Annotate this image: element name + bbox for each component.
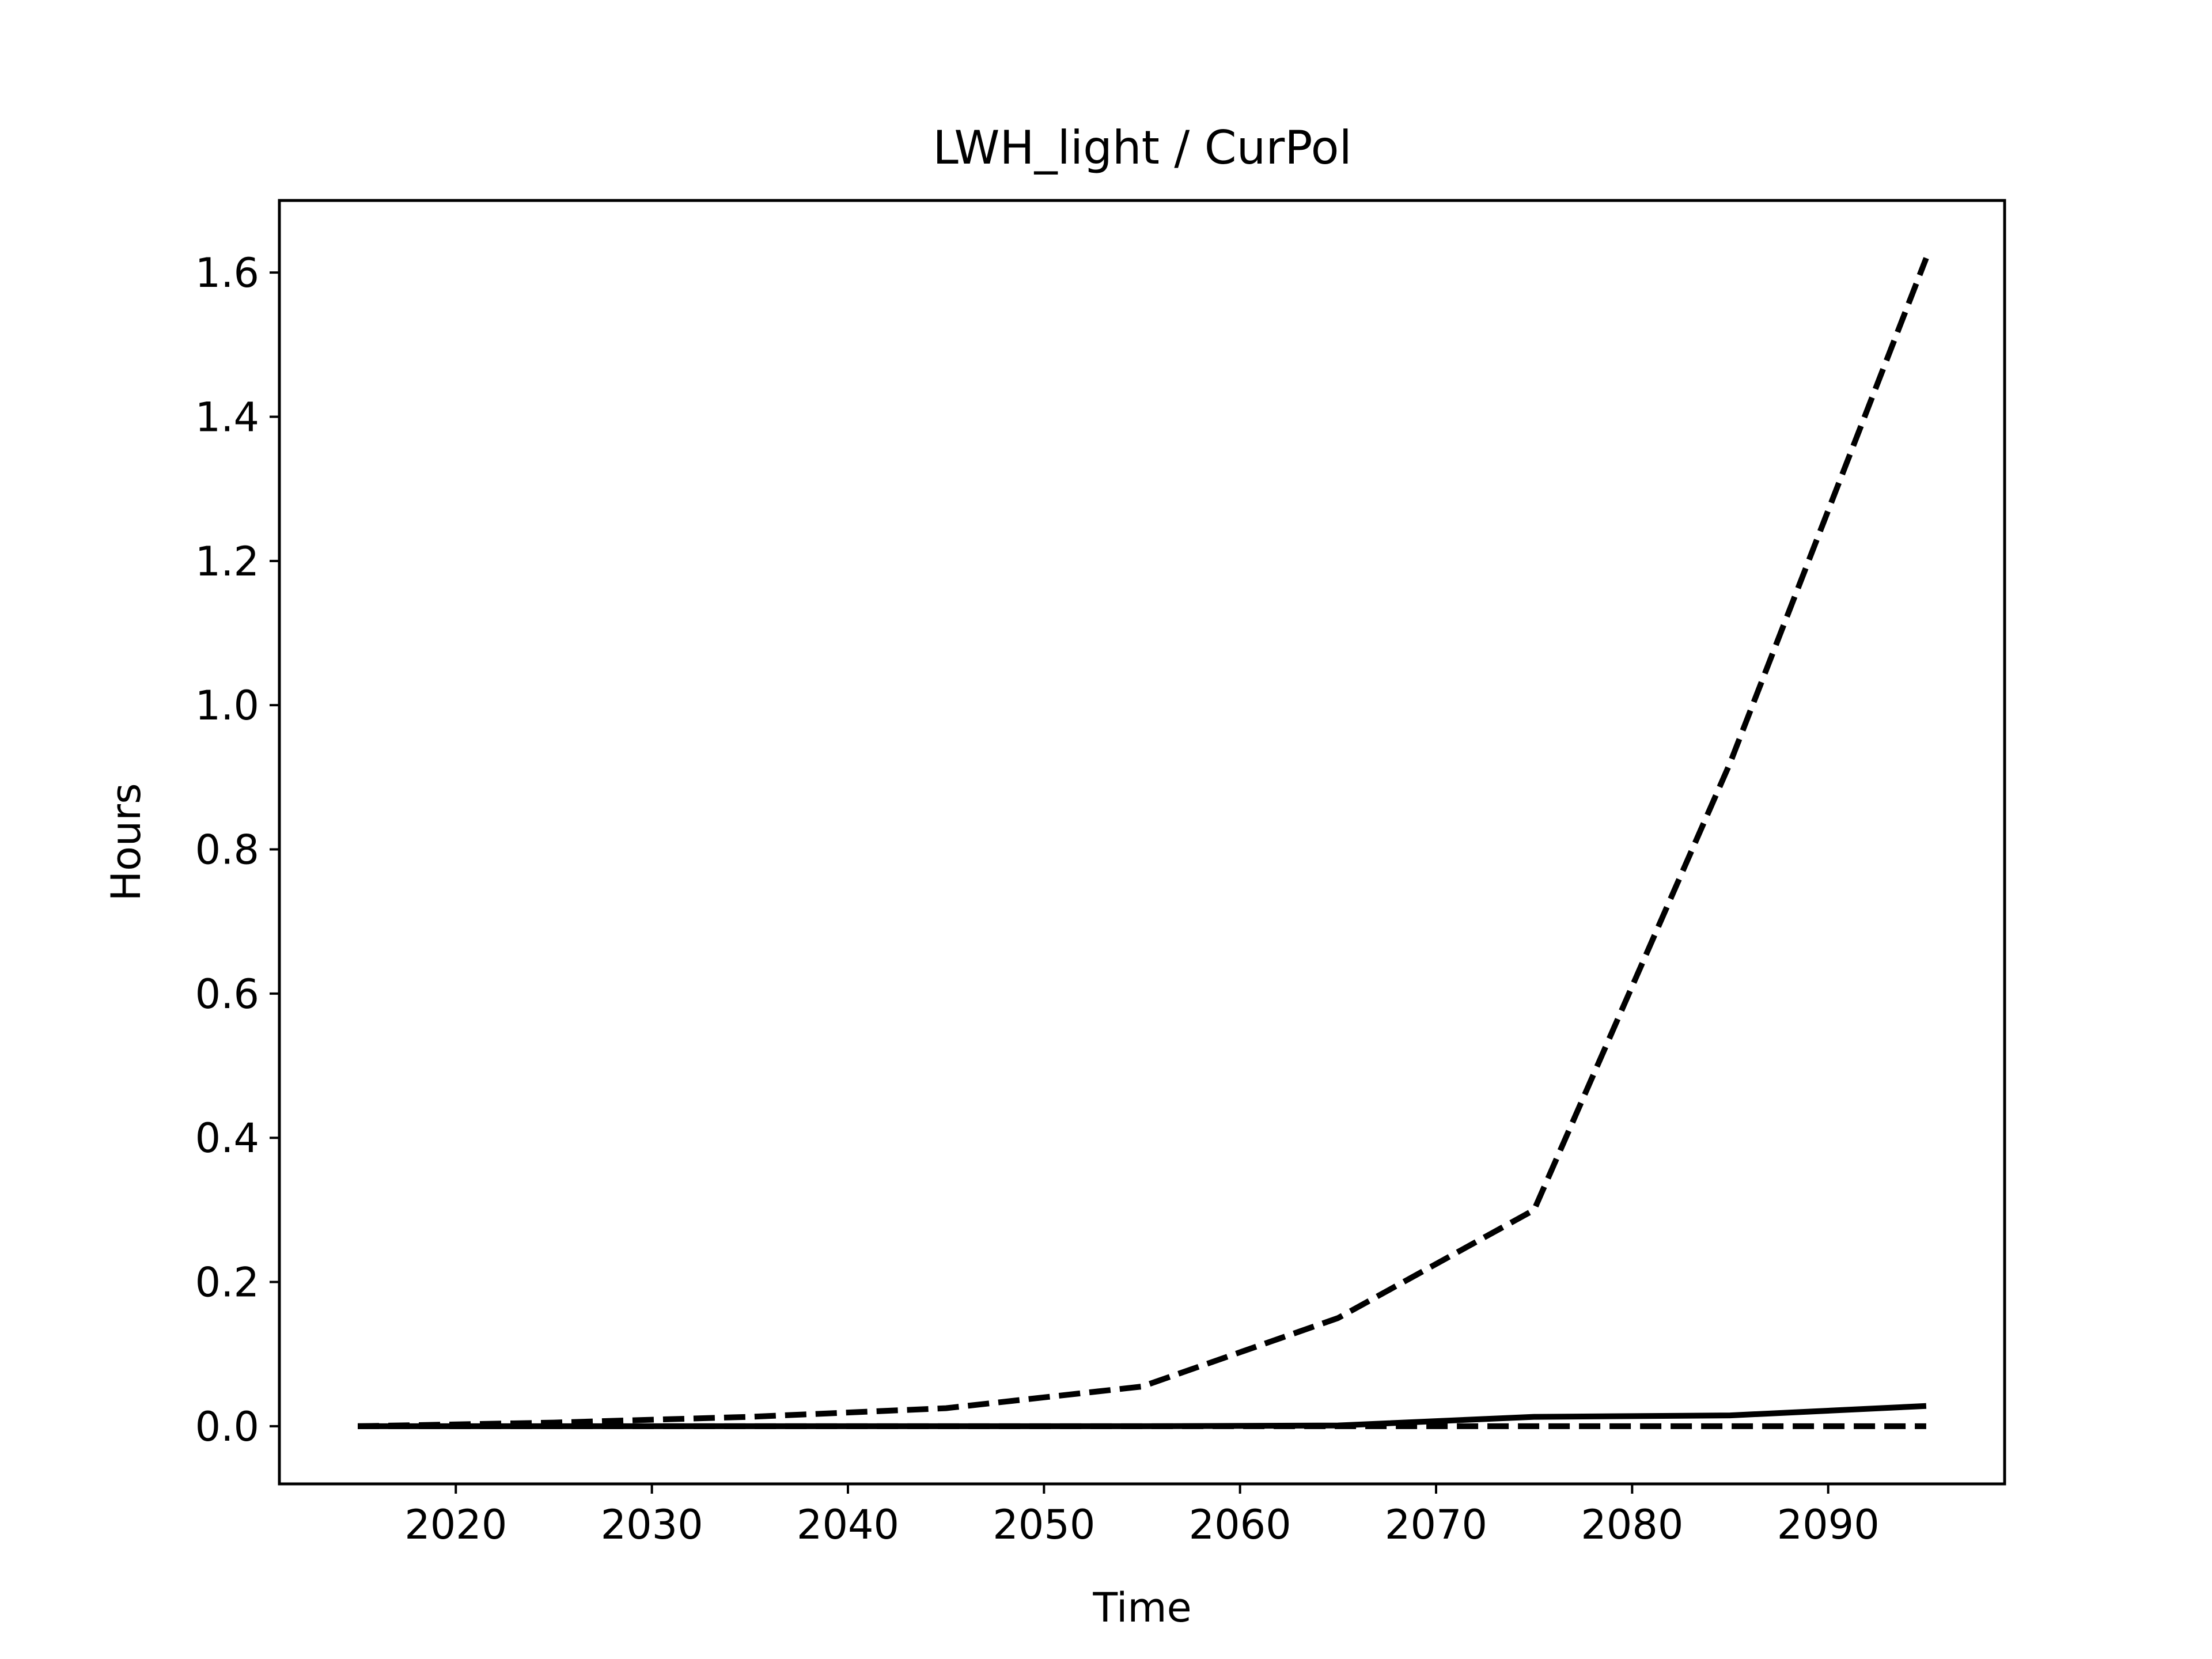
y-tick-label: 1.6 bbox=[195, 249, 259, 297]
y-tick-label: 0.2 bbox=[195, 1259, 259, 1306]
y-tick-label: 1.2 bbox=[195, 538, 259, 585]
x-tick-label: 2030 bbox=[601, 1501, 703, 1548]
y-axis-ticks: 0.0 0.2 0.4 0.6 0.8 1.0 1.2 1.4 1.6 bbox=[195, 249, 279, 1450]
x-axis-label: Time bbox=[1092, 1584, 1191, 1631]
y-tick-label: 0.0 bbox=[195, 1403, 259, 1450]
x-tick-label: 2040 bbox=[797, 1501, 899, 1548]
y-axis-label: Hours bbox=[103, 783, 150, 901]
x-tick-label: 2020 bbox=[404, 1501, 507, 1548]
x-tick-label: 2070 bbox=[1385, 1501, 1487, 1548]
x-tick-label: 2090 bbox=[1777, 1501, 1880, 1548]
y-tick-label: 1.4 bbox=[195, 394, 259, 441]
y-tick-label: 0.6 bbox=[195, 971, 259, 1018]
series-layer bbox=[358, 257, 1929, 1429]
chart-title: LWH_light / CurPol bbox=[933, 121, 1352, 175]
x-tick-label: 2080 bbox=[1581, 1501, 1683, 1548]
plot-frame bbox=[278, 199, 2006, 1486]
x-axis-ticks: 2020 2030 2040 2050 2060 2070 2080 2090 bbox=[404, 1484, 1880, 1548]
y-tick-label: 1.0 bbox=[195, 682, 259, 729]
y-tick-label: 0.8 bbox=[195, 827, 259, 874]
x-tick-label: 2050 bbox=[993, 1501, 1095, 1548]
y-tick-label: 0.4 bbox=[195, 1115, 259, 1162]
series-line-1 bbox=[358, 257, 1929, 1429]
x-tick-label: 2060 bbox=[1189, 1501, 1291, 1548]
